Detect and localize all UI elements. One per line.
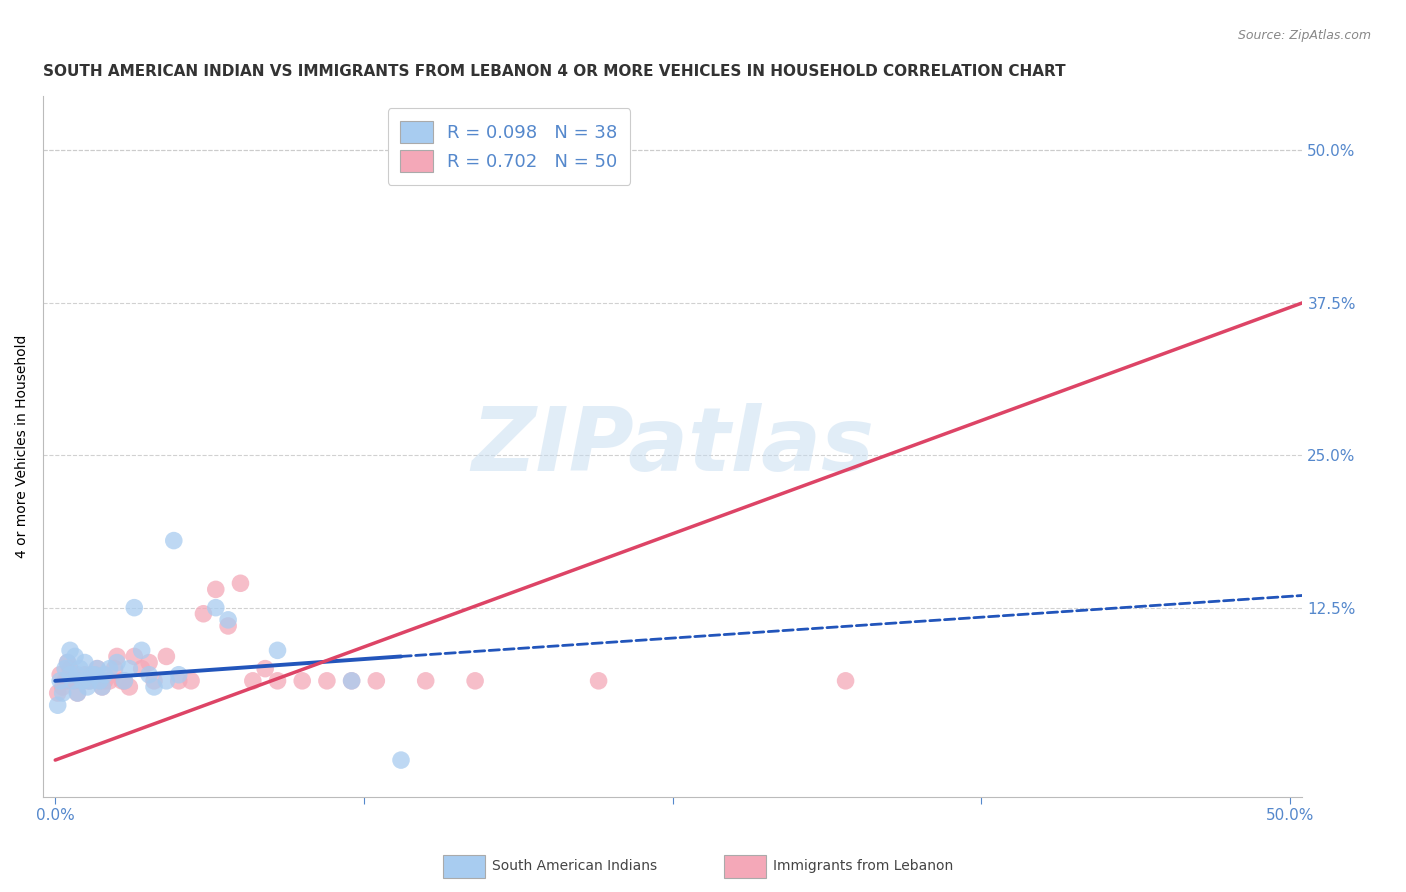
Point (53, 662, 76, 676)
Point (111, 673, 134, 688)
Point (105, 656, 128, 670)
Point (98, 662, 121, 676)
Point (91, 680, 114, 694)
Point (180, 673, 202, 688)
Point (217, 613, 239, 627)
Text: ZIPatlas: ZIPatlas (471, 402, 875, 490)
Point (155, 649, 177, 664)
Point (69, 673, 91, 688)
Point (76, 673, 98, 688)
Text: Immigrants from Lebanon: Immigrants from Lebanon (773, 859, 953, 873)
Point (76, 680, 98, 694)
Point (464, 673, 486, 688)
Point (89, 673, 111, 688)
Point (79, 673, 101, 688)
Point (59, 643, 82, 657)
Point (254, 662, 277, 676)
Legend: R = 0.098   N = 38, R = 0.702   N = 50: R = 0.098 N = 38, R = 0.702 N = 50 (388, 108, 630, 185)
Point (163, 533, 186, 548)
Point (118, 662, 141, 676)
Point (82, 667, 104, 681)
Point (266, 643, 288, 657)
Point (112, 673, 135, 688)
Point (98, 673, 121, 688)
Point (122, 600, 145, 615)
Point (83, 667, 105, 681)
Point (389, 753, 412, 767)
Point (588, 673, 610, 688)
Point (79, 673, 101, 688)
Point (105, 649, 128, 664)
Point (53, 673, 76, 688)
Point (266, 673, 288, 688)
Point (66, 667, 89, 681)
Point (834, 673, 856, 688)
Point (91, 680, 114, 694)
Text: SOUTH AMERICAN INDIAN VS IMMIGRANTS FROM LEBANON 4 OR MORE VEHICLES IN HOUSEHOLD: SOUTH AMERICAN INDIAN VS IMMIGRANTS FROM… (44, 64, 1066, 79)
Point (49, 667, 72, 681)
Point (56, 656, 79, 670)
Point (72, 673, 94, 688)
Point (93, 673, 115, 688)
Point (204, 582, 226, 597)
Point (82, 667, 104, 681)
Point (93, 667, 115, 681)
Point (366, 673, 388, 688)
Point (69, 662, 91, 676)
Point (66, 686, 89, 700)
Point (46, 686, 69, 700)
Point (143, 680, 166, 694)
Point (415, 673, 437, 688)
Point (131, 643, 153, 657)
Point (167, 667, 190, 681)
Point (138, 667, 160, 681)
Y-axis label: 4 or more Vehicles in Household: 4 or more Vehicles in Household (15, 334, 30, 558)
Point (56, 656, 79, 670)
Point (63, 649, 86, 664)
Point (83, 667, 105, 681)
Point (66, 686, 89, 700)
Point (86, 662, 108, 676)
Point (59, 662, 82, 676)
Point (52, 686, 75, 700)
Point (122, 649, 145, 664)
Point (143, 673, 166, 688)
Point (63, 673, 86, 688)
Point (73, 656, 96, 670)
Point (89, 673, 111, 688)
Point (193, 607, 215, 621)
Point (73, 667, 96, 681)
Point (242, 673, 264, 688)
Text: Source: ZipAtlas.com: Source: ZipAtlas.com (1237, 29, 1371, 43)
Point (340, 673, 363, 688)
Point (112, 673, 135, 688)
Text: South American Indians: South American Indians (492, 859, 657, 873)
Point (49, 673, 72, 688)
Point (316, 673, 339, 688)
Point (118, 680, 141, 694)
Point (86, 662, 108, 676)
Point (229, 576, 252, 591)
Point (291, 673, 314, 688)
Point (46, 698, 69, 713)
Point (340, 673, 363, 688)
Point (103, 662, 125, 676)
Point (52, 680, 75, 694)
Point (217, 619, 239, 633)
Point (138, 656, 160, 670)
Point (72, 673, 94, 688)
Point (155, 673, 177, 688)
Point (62, 673, 84, 688)
Point (167, 673, 190, 688)
Point (131, 662, 153, 676)
Point (62, 673, 84, 688)
Point (56, 673, 79, 688)
Point (204, 600, 226, 615)
Point (59, 667, 82, 681)
